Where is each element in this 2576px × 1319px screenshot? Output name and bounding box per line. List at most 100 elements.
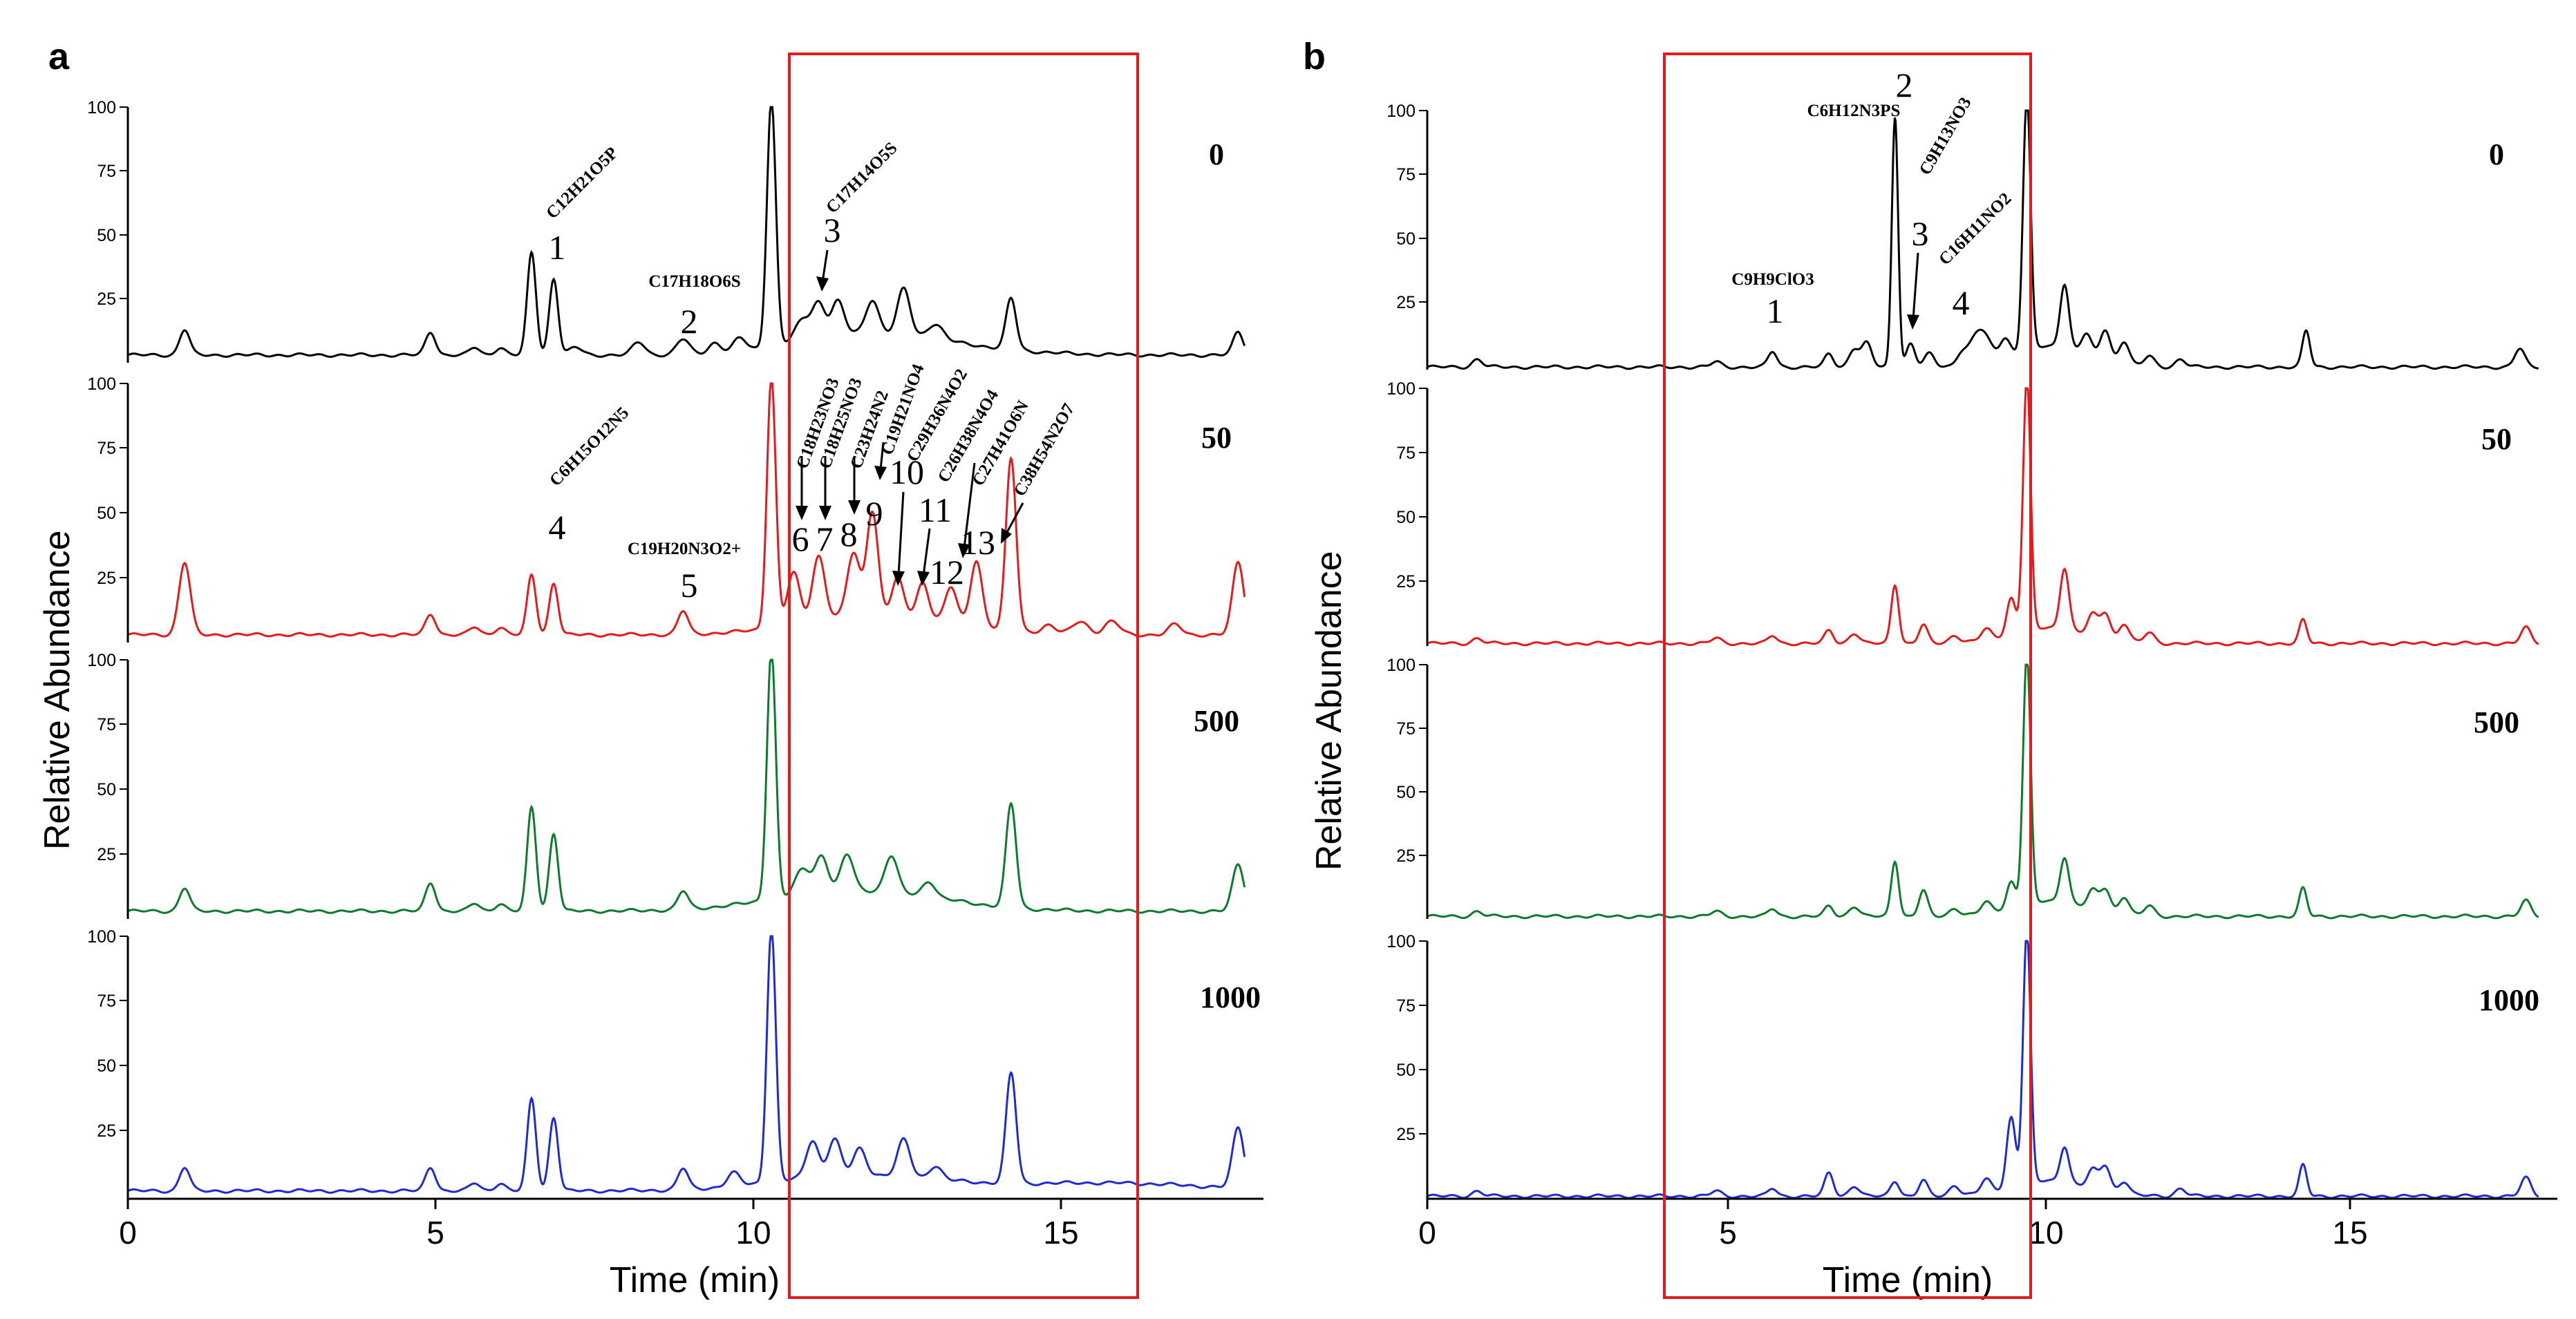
panel-a-xtick-label-15: 15	[1043, 1215, 1078, 1251]
panel-b-trace-0-ytick-label-25: 25	[1396, 293, 1416, 312]
panel-b-trace-1000-ytick-label-100: 100	[1386, 932, 1416, 951]
panel-b-trace-0: 100 75 50 25 0	[1386, 102, 2539, 370]
panel-b-trace-50-ytick-label-25: 25	[1396, 572, 1416, 591]
panel-b-peak-2-formula: C6H12N3PS	[1807, 102, 1901, 120]
panel-a-highlight-box	[788, 53, 1139, 1299]
panel-b-xtick-label-5: 5	[1719, 1215, 1737, 1251]
panel-a-peak-4-number: 4	[549, 508, 566, 547]
panel-b-trace-500-line	[1427, 663, 2539, 920]
panel-a-trace-500: 100 75 50 25 500	[87, 651, 1246, 919]
panel-a-trace-0-concentration-label: 0	[1209, 137, 1224, 171]
panel-a-trace-1000: 100 75 50 25 1000	[87, 927, 1261, 1199]
panel-a-peak-1-number: 1	[549, 228, 566, 267]
panel-b-trace-500-ytick-label-100: 100	[1386, 656, 1416, 675]
panel-a-peak-3-number: 3	[824, 211, 841, 249]
panel-a-peak-2-formula: C17H18O6S	[648, 272, 740, 291]
panel-a-xtick-label-10: 10	[735, 1215, 771, 1251]
panel-a-peak-6-number: 6	[792, 520, 809, 558]
panel-a-peak-2-number: 2	[681, 302, 698, 341]
panel-b-trace-1000-ytick-label-75: 75	[1396, 996, 1416, 1016]
panel-a-peak-11-number: 11	[919, 491, 952, 529]
panel-b-trace-50-line	[1427, 387, 2539, 647]
panel-b-xtick-label-15: 15	[2332, 1215, 2367, 1251]
panel-a-trace-1000-concentration-label: 1000	[1200, 980, 1261, 1014]
panel-a-peak-5-number: 5	[681, 566, 698, 605]
panel-a-xtick-label-0: 0	[119, 1215, 137, 1251]
panel-b-highlight-box	[1663, 53, 2032, 1299]
panel-a-peak-3-arrow	[816, 249, 829, 292]
panel-a-peak-11-arrow	[917, 528, 931, 586]
panel-a-peak-7-number: 7	[816, 520, 834, 558]
panel-a-peak-12-number: 12	[930, 553, 964, 591]
panel-a-trace-1000-ytick-label-25: 25	[97, 1121, 116, 1141]
panel-a-xtick-label-5: 5	[426, 1215, 444, 1251]
panel-a-trace-1000-ytick-label-75: 75	[97, 991, 116, 1011]
panel-a-trace-0-ytick-label-100: 100	[87, 98, 116, 117]
panel-a-trace-500-ytick-label-100: 100	[87, 651, 116, 670]
panel-a-trace-50: 100 75 50 25 50	[87, 374, 1246, 643]
panel-b-y-axis-title: Relative Abundance	[1309, 551, 1349, 871]
panel-b-peak-1-formula: C9H9ClO3	[1731, 270, 1814, 289]
panel-a-trace-0-ytick-label-75: 75	[97, 162, 116, 181]
panel-b-peak-4-number: 4	[1953, 283, 1970, 322]
panel-b-trace-500-ytick-label-25: 25	[1396, 846, 1416, 866]
panel-b-trace-1000-concentration-label: 1000	[2479, 983, 2539, 1017]
panel-a-trace-50-ytick-label-50: 50	[97, 504, 116, 523]
panel-a-peak-7-arrow	[819, 456, 831, 520]
panel-a-trace-500-ytick-label-50: 50	[97, 780, 116, 799]
panel-b-trace-50: 100 75 50 25 50	[1386, 379, 2539, 647]
panel-a-trace-500-concentration-label: 500	[1194, 704, 1239, 738]
panel-a-trace-50-ytick-label-100: 100	[87, 374, 116, 394]
panel-a-peak-10-arrow	[892, 491, 905, 586]
panel-a-trace-50-ytick-label-25: 25	[97, 569, 116, 588]
panel-a-peak-13-number: 13	[961, 523, 995, 562]
panel-a-trace-0: 100 75 50 25 0	[87, 98, 1246, 363]
panel-a-trace-500-ytick-label-25: 25	[97, 845, 116, 864]
panel-b-peak-3-arrow	[1907, 252, 1919, 330]
panel-a-peak-12-arrow	[958, 462, 976, 558]
panel-a-peak-6-arrow	[796, 456, 808, 520]
panel-b-peak-3-number: 3	[1912, 214, 1929, 253]
panel-a-peak-10-number: 10	[890, 453, 924, 491]
panel-a-trace-1000-ytick-label-100: 100	[87, 927, 116, 947]
panel-a-trace-50-line	[127, 382, 1246, 638]
panel-a-peak-9-number: 9	[866, 494, 883, 533]
panel-a-trace-50-ytick-label-75: 75	[97, 439, 116, 458]
panel-a-peak-5-formula: C19H20N3O2+	[628, 540, 741, 558]
panel-a-y-axis-title: Relative Abundance	[37, 530, 77, 850]
panel-b-trace-1000-ytick-label-25: 25	[1396, 1125, 1416, 1144]
panel-b-trace-1000-ytick-label-50: 50	[1396, 1061, 1416, 1080]
panel-b-trace-1000: 100 75 50 25 1000	[1386, 932, 2539, 1199]
panel-a-trace-1000-ytick-label-50: 50	[97, 1056, 116, 1076]
panel-b-trace-500-concentration-label: 500	[2474, 705, 2519, 739]
panel-b-trace-0-line	[1427, 109, 2539, 370]
panel-a-peak-13-arrow	[1001, 502, 1024, 544]
panel-a-trace-0-line	[127, 106, 1246, 359]
panel-b-trace-0-ytick-label-100: 100	[1386, 102, 1416, 121]
panel-b-trace-50-ytick-label-50: 50	[1396, 508, 1416, 527]
panel-b-trace-500: 100 75 50 25 500	[1386, 656, 2539, 920]
panel-b-trace-50-concentration-label: 50	[2481, 422, 2512, 456]
panel-b-letter: b	[1303, 36, 1326, 77]
panel-a-peak-8-number: 8	[840, 515, 858, 553]
panel-b-trace-500-ytick-label-50: 50	[1396, 783, 1416, 802]
panel-a-trace-0-ytick-label-25: 25	[97, 290, 116, 309]
panel-b-xtick-label-10: 10	[2028, 1215, 2063, 1251]
panel-a-trace-0-ytick-label-50: 50	[97, 226, 116, 245]
panel-b-peak-2-number: 2	[1896, 66, 1913, 104]
panel-a-peak-8-arrow	[848, 456, 861, 515]
panel-b-peak-1-number: 1	[1767, 292, 1784, 330]
panel-b-trace-500-ytick-label-75: 75	[1396, 719, 1416, 739]
panel-a-x-axis-title: Time (min)	[610, 1260, 780, 1300]
panel-b-trace-1000-line	[1427, 940, 2539, 1199]
panel-a-trace-500-ytick-label-75: 75	[97, 715, 116, 734]
panel-a-trace-50-concentration-label: 50	[1201, 421, 1232, 455]
panel-b-trace-0-ytick-label-75: 75	[1396, 165, 1416, 184]
panel-b-trace-50-ytick-label-75: 75	[1396, 444, 1416, 463]
panel-a-trace-1000-line	[127, 935, 1246, 1194]
panel-a-peak-9-arrow	[874, 442, 887, 480]
panel-b-xtick-label-0: 0	[1418, 1215, 1436, 1251]
panel-a-trace-500-line	[127, 658, 1246, 914]
